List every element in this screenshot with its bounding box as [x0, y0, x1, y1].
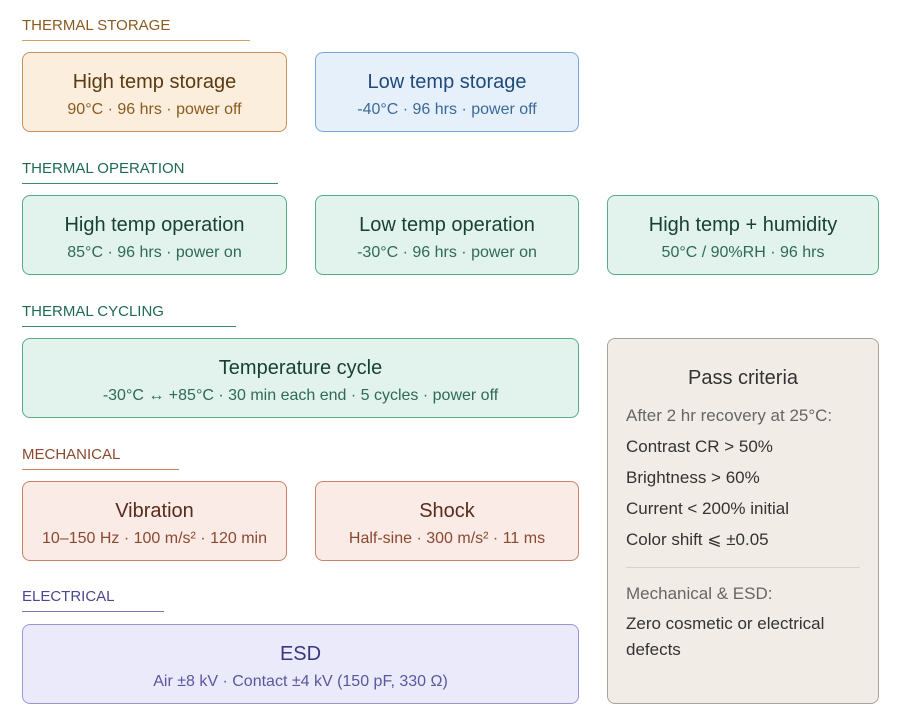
card-title: Low temp storage: [367, 71, 527, 93]
card-detail: 85°C · 96 hrs · power on: [67, 244, 242, 261]
card: ESD Air ±8 kV · Contact ±4 kV (150 pF, 33…: [22, 624, 579, 704]
card-detail: 50°C / 90%RH · 96 hrs: [661, 244, 825, 261]
section-label: THERMAL STORAGE: [22, 17, 250, 41]
card: High temp operation 85°C · 96 hrs · power…: [22, 195, 287, 275]
card: Temperature cycle -30°C ↔ +85°C · 30 min …: [22, 338, 579, 418]
card: Low temp operation -30°C · 96 hrs · power…: [315, 195, 579, 275]
section-label: MECHANICAL: [22, 446, 179, 470]
section-label: ELECTRICAL: [22, 588, 164, 612]
card-detail: 10–150 Hz · 100 m/s² · 120 min: [42, 530, 267, 547]
panel-title: Pass criteria: [687, 367, 799, 389]
card-detail: Half-sine · 300 m/s² · 11 ms: [348, 530, 546, 547]
section-label: THERMAL CYCLING: [22, 303, 236, 327]
card-title: Vibration: [115, 500, 194, 522]
card-detail: 90°C · 96 hrs · power off: [67, 101, 242, 118]
criterion: Contrast CR > 50%: [626, 437, 773, 456]
card-title: Low temp operation: [359, 214, 535, 236]
card: Shock Half-sine · 300 m/s² · 11 ms: [315, 481, 579, 561]
card: High temp + humidity 50°C / 90%RH · 96 hr…: [607, 195, 879, 275]
card-detail: Air ±8 kV · Contact ±4 kV (150 pF, 330 Ω…: [153, 673, 448, 690]
section-label: THERMAL OPERATION: [22, 160, 278, 184]
card: High temp storage 90°C · 96 hrs · power o…: [22, 52, 287, 132]
pass-criteria-panel: Pass criteria After 2 hr recovery at 25°…: [607, 338, 879, 704]
card-title: ESD: [279, 643, 322, 665]
card-detail: -30°C · 96 hrs · power on: [357, 244, 537, 261]
note: Zero cosmetic or electrical defects: [626, 614, 825, 659]
card: Vibration 10–150 Hz · 100 m/s² · 120 min: [22, 481, 287, 561]
card-title: Temperature cycle: [218, 357, 383, 379]
card-detail: -40°C · 96 hrs · power off: [357, 101, 537, 118]
card-title: Shock: [419, 500, 475, 522]
card-title: High temp operation: [64, 214, 245, 236]
criterion: Brightness > 60%: [626, 468, 760, 487]
criterion: Color shift ⩽ ±0.05: [626, 530, 769, 549]
card-detail: -30°C ↔ +85°C · 30 min each end · 5 cycl…: [102, 387, 499, 404]
card-title: High temp + humidity: [648, 214, 838, 236]
note-title: Mechanical & ESD:: [626, 584, 773, 603]
card: Low temp storage -40°C · 96 hrs · power o…: [315, 52, 579, 132]
criterion: Current < 200% initial: [626, 499, 790, 518]
divider: [626, 567, 860, 568]
panel-intro: After 2 hr recovery at 25°C:: [626, 406, 833, 425]
card-title: High temp storage: [72, 71, 237, 93]
